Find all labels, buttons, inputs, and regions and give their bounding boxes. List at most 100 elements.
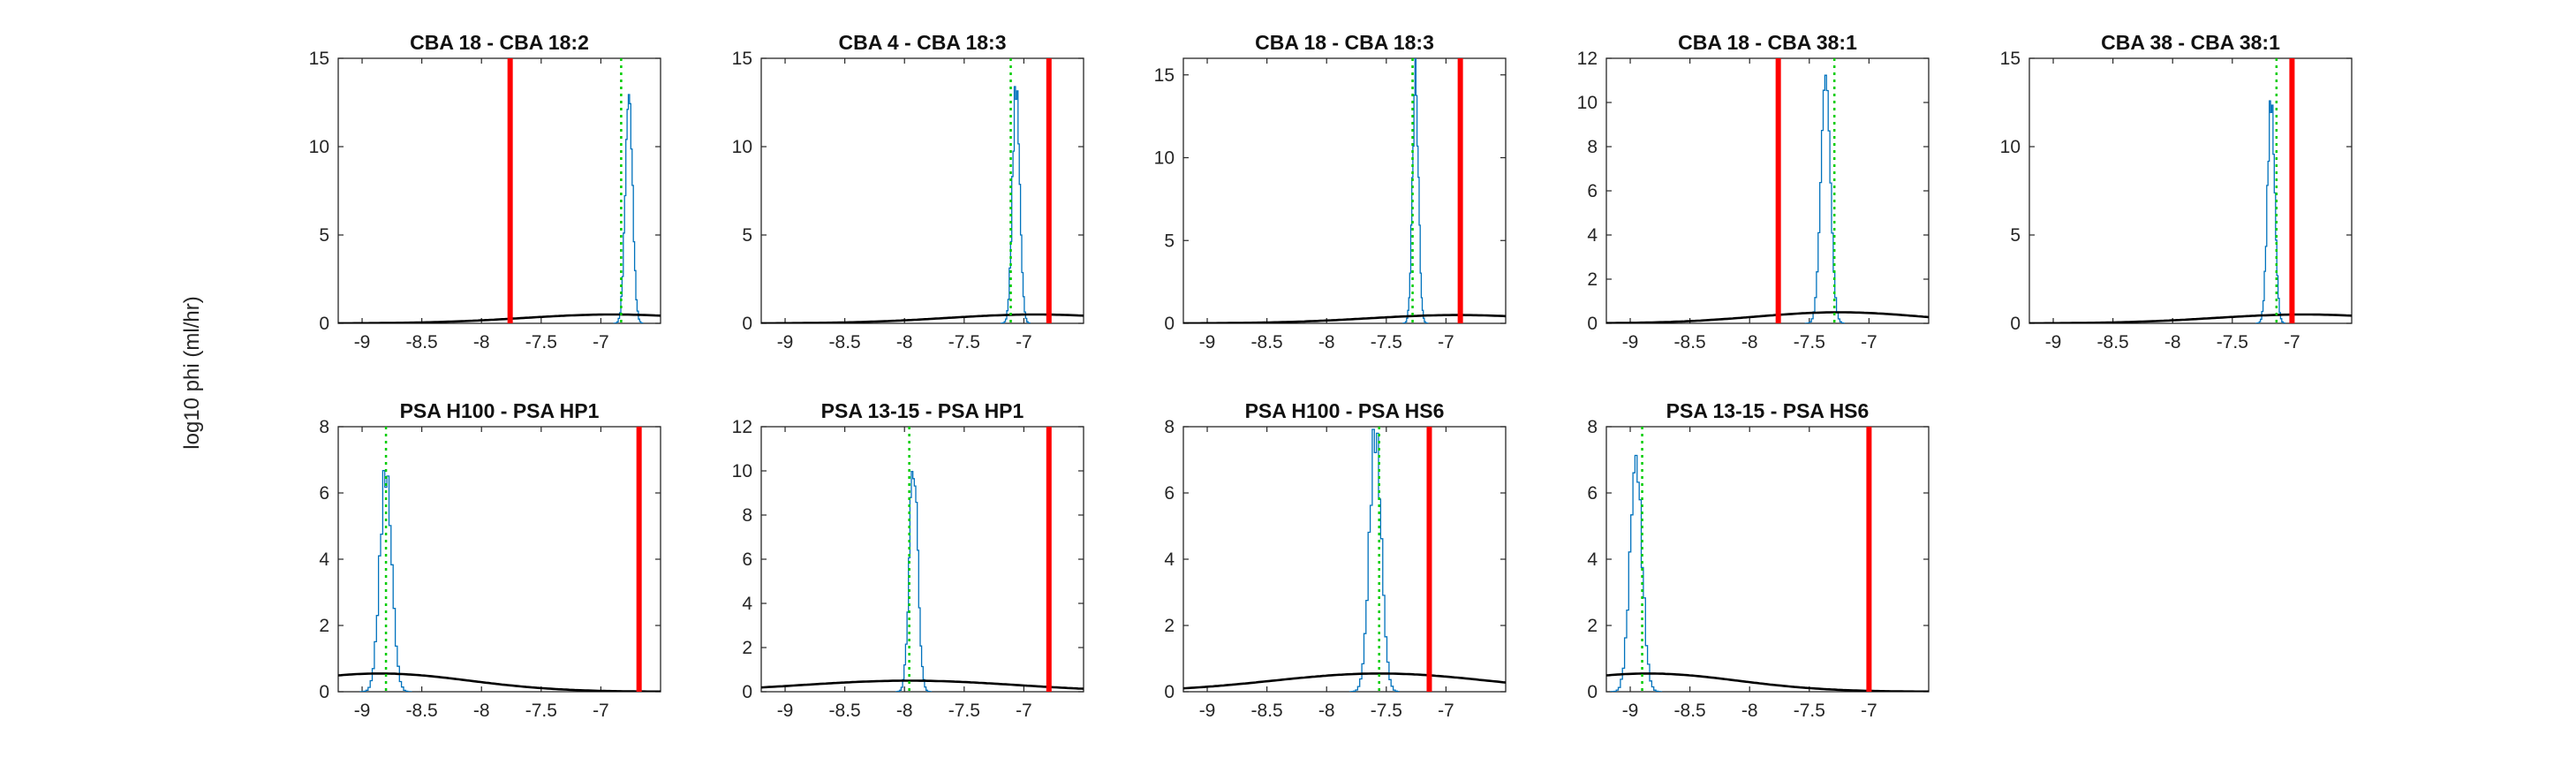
y-tick-label: 8 — [742, 505, 752, 526]
x-tick-label: -8 — [2164, 332, 2181, 352]
y-tick-label: 8 — [1587, 137, 1598, 157]
y-tick-label: 10 — [732, 461, 752, 481]
y-tick-label: 5 — [319, 225, 329, 246]
x-tick-label: -7.5 — [948, 701, 980, 721]
subplot-6: PSA H100 - PSA HP1 -9 -8.5 -8 -7.5 -7 0 2 4 6 8 — [319, 399, 661, 721]
y-tick-label: 4 — [1164, 549, 1175, 570]
x-tick-label: -8 — [473, 701, 490, 721]
x-tick-label: -7.5 — [525, 701, 557, 721]
y-tick-label: 6 — [1587, 483, 1598, 504]
prior-curve — [338, 313, 661, 323]
posterior-histogram — [895, 471, 933, 692]
y-tick-label: 2 — [742, 638, 752, 658]
x-tick-label: -8 — [1741, 332, 1758, 352]
x-tick-label: -9 — [1199, 701, 1216, 721]
subplot-title: PSA H100 - PSA HS6 — [1245, 399, 1445, 422]
x-tick-label: -7 — [1861, 701, 1877, 721]
prior-curve — [2029, 313, 2352, 323]
plot-area — [760, 57, 1084, 324]
prior-curve — [1183, 672, 1506, 690]
subplot-title: PSA 13-15 - PSA HP1 — [821, 399, 1024, 422]
data-layer — [338, 58, 661, 323]
y-tick-label: 5 — [1164, 231, 1175, 251]
x-tick-label: -8.5 — [829, 701, 861, 721]
x-tick-label: -7 — [1438, 701, 1454, 721]
plot-area — [1182, 426, 1507, 693]
y-tick-label: 15 — [732, 49, 752, 69]
x-tick-label: -7.5 — [1794, 332, 1825, 352]
y-tick-label: 15 — [1154, 65, 1175, 86]
y-tick-label: 15 — [2000, 49, 2021, 69]
subplot-3: CBA 18 - CBA 18:3 -9 -8.5 -8 -7.5 -7 0 5 10 15 — [1154, 31, 1507, 352]
y-tick-label: 0 — [319, 314, 329, 334]
x-tick-label: -7 — [593, 332, 609, 352]
posterior-histogram — [359, 470, 412, 692]
y-tick-label: 12 — [1577, 49, 1598, 69]
y-tick-label: 0 — [2010, 314, 2021, 334]
x-tick-label: -9 — [354, 332, 371, 352]
y-tick-label: 6 — [1164, 483, 1175, 504]
x-tick-label: -8.5 — [1251, 701, 1283, 721]
x-tick-label: -8 — [1318, 701, 1335, 721]
x-tick-label: -8.5 — [406, 332, 438, 352]
x-tick-label: -8 — [1318, 332, 1335, 352]
y-tick-label: 4 — [319, 549, 329, 570]
prior-curve — [1183, 314, 1506, 323]
y-tick-label: 8 — [1587, 417, 1598, 437]
x-tick-label: -7 — [1016, 332, 1032, 352]
y-tick-label: 0 — [1587, 314, 1598, 334]
data-layer — [761, 427, 1084, 692]
x-tick-label: -9 — [1199, 332, 1216, 352]
subplot-9: PSA 13-15 - PSA HS6 -9 -8.5 -8 -7.5 -7 0 2 4 6 8 — [1587, 399, 1930, 721]
data-layer — [338, 427, 661, 692]
posterior-histogram — [1610, 454, 1663, 692]
subplot-title: CBA 4 - CBA 18:3 — [839, 31, 1007, 54]
subplot-title: CBA 18 - CBA 38:1 — [1678, 31, 1857, 54]
x-tick-label: -8.5 — [1251, 332, 1283, 352]
y-tick-label: 10 — [1577, 93, 1598, 113]
y-tick-label: 15 — [309, 49, 329, 69]
y-tick-label: 10 — [1154, 148, 1175, 169]
y-tick-label: 2 — [1164, 616, 1175, 636]
x-tick-label: -7.5 — [2217, 332, 2248, 352]
plot-area — [1182, 57, 1507, 324]
y-tick-label: 2 — [1587, 269, 1598, 290]
y-tick-label: 10 — [309, 137, 329, 157]
subplot-7: PSA 13-15 - PSA HP1 -9 -8.5 -8 -7.5 -7 0 2 4 6 8 10… — [732, 399, 1084, 721]
y-tick-label: 10 — [732, 137, 752, 157]
subplot-title: PSA H100 - PSA HP1 — [400, 399, 600, 422]
y-tick-label: 4 — [1587, 549, 1598, 570]
x-tick-label: -8.5 — [1674, 701, 1706, 721]
y-tick-label: 6 — [742, 549, 752, 570]
posterior-histogram — [1402, 58, 1429, 323]
y-tick-label: 10 — [2000, 137, 2021, 157]
subplot-title: CBA 18 - CBA 18:3 — [1255, 31, 1434, 54]
y-tick-label: 4 — [742, 594, 752, 614]
prior-curve — [338, 672, 661, 692]
subplot-1: CBA 18 - CBA 18:2 -9 -8.5 -8 -7.5 -7 0 5 10 15 — [309, 31, 661, 352]
y-tick-label: 5 — [2010, 225, 2021, 246]
x-tick-label: -7.5 — [1371, 332, 1402, 352]
x-tick-label: -7 — [1438, 332, 1454, 352]
data-layer — [1606, 427, 1929, 692]
y-tick-label: 4 — [1587, 225, 1598, 246]
subplot-5: CBA 38 - CBA 38:1 -9 -8.5 -8 -7.5 -7 0 5 10 15 — [2000, 31, 2353, 352]
y-tick-label: 12 — [732, 417, 752, 437]
x-tick-label: -9 — [1622, 701, 1639, 721]
x-tick-label: -7.5 — [1794, 701, 1825, 721]
x-tick-label: -9 — [2045, 332, 2062, 352]
x-tick-label: -8 — [896, 332, 913, 352]
x-tick-label: -8.5 — [829, 332, 861, 352]
y-tick-label: 2 — [1587, 616, 1598, 636]
x-tick-label: -9 — [354, 701, 371, 721]
x-tick-label: -7.5 — [948, 332, 980, 352]
y-tick-label: 6 — [1587, 181, 1598, 201]
x-tick-label: -9 — [777, 701, 794, 721]
y-tick-label: 0 — [1164, 682, 1175, 702]
x-tick-label: -8 — [896, 701, 913, 721]
posterior-histogram — [1000, 86, 1031, 323]
subplot-grid: CBA 18 - CBA 18:2-9 -8.5 -8 -7.5 -7051015CBA… — [309, 31, 2353, 721]
y-tick-label: 0 — [319, 682, 329, 702]
y-tick-label: 0 — [742, 682, 752, 702]
